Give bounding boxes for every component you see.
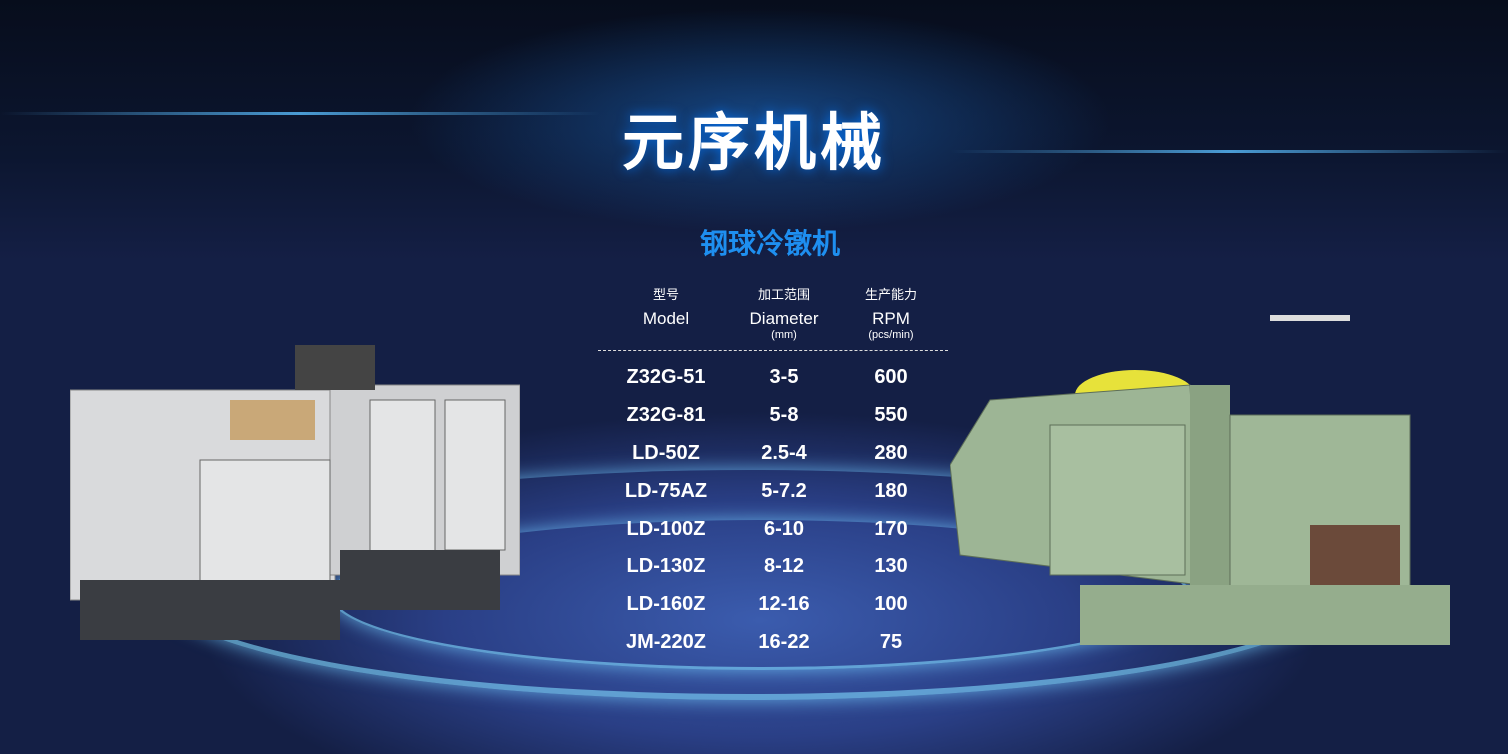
table-cell: 8-12: [763, 555, 805, 578]
table-row: JM-220Z 16-22 75: [598, 624, 948, 662]
page-title: 元序机械: [621, 109, 886, 178]
table-cell: LD-160Z: [626, 593, 706, 616]
light-streak: [0, 112, 600, 115]
product-title: 钢球冷镦机: [699, 228, 840, 259]
left-machine-image: [70, 345, 520, 640]
table-cell: Z32G-51: [626, 366, 706, 389]
header-zh: 加工范围: [757, 287, 810, 302]
table-row: LD-130Z 8-12 130: [598, 548, 948, 586]
header-en: RPM: [872, 309, 910, 328]
table-cell: 170: [874, 517, 908, 540]
table-cell: LD-130Z: [626, 555, 706, 578]
table-cell: Z32G-81: [626, 404, 706, 427]
header-unit: (mm): [771, 329, 797, 341]
table-header: 型号 Model 加工范围 Diameter (mm) 生产能力 RPM (pcs/min…: [598, 284, 948, 351]
table-cell: 600: [874, 366, 908, 389]
table-cell: 130: [874, 555, 908, 578]
table-cell: 6-10: [763, 517, 805, 540]
spec-table: 型号 Model 加工范围 Diameter (mm) 生产能力 RPM (pcs/min…: [598, 284, 948, 661]
header-zh: 生产能力: [864, 287, 917, 302]
table-row: Z32G-51 3-5 600: [598, 359, 948, 397]
table-row: Z32G-81 5-8 550: [598, 397, 948, 435]
table-cell: 12-16: [758, 593, 810, 616]
table-cell: LD-50Z: [632, 441, 700, 464]
table-cell: 550: [874, 404, 908, 427]
right-machine-image: [950, 315, 1450, 645]
table-cell: LD-100Z: [626, 517, 706, 540]
table-cell: 5-8: [769, 404, 799, 427]
table-row: LD-50Z 2.5-4 280: [598, 435, 948, 473]
table-cell: JM-220Z: [625, 630, 707, 653]
table-row: LD-160Z 12-16 100: [598, 586, 948, 624]
background-top: [0, 0, 1508, 260]
table-row: LD-75AZ 5-7.2 180: [598, 472, 948, 510]
header-en: Model: [642, 309, 690, 328]
table-cell: 2.5-4: [761, 441, 807, 464]
table-cell: 280: [874, 441, 908, 464]
table-cell: LD-75AZ: [624, 479, 708, 502]
table-cell: 16-22: [758, 630, 810, 653]
light-streak: [950, 150, 1508, 153]
header-zh: 型号: [652, 287, 679, 302]
table-cell: 180: [874, 479, 908, 502]
table-cell: 3-5: [769, 366, 799, 389]
table-cell: 75: [879, 630, 903, 653]
table-cell: 100: [874, 593, 908, 616]
header-en: Diameter: [749, 309, 819, 328]
header-unit: (pcs/min): [868, 329, 914, 341]
table-cell: 5-7.2: [761, 479, 807, 502]
table-row: LD-100Z 6-10 170: [598, 510, 948, 548]
